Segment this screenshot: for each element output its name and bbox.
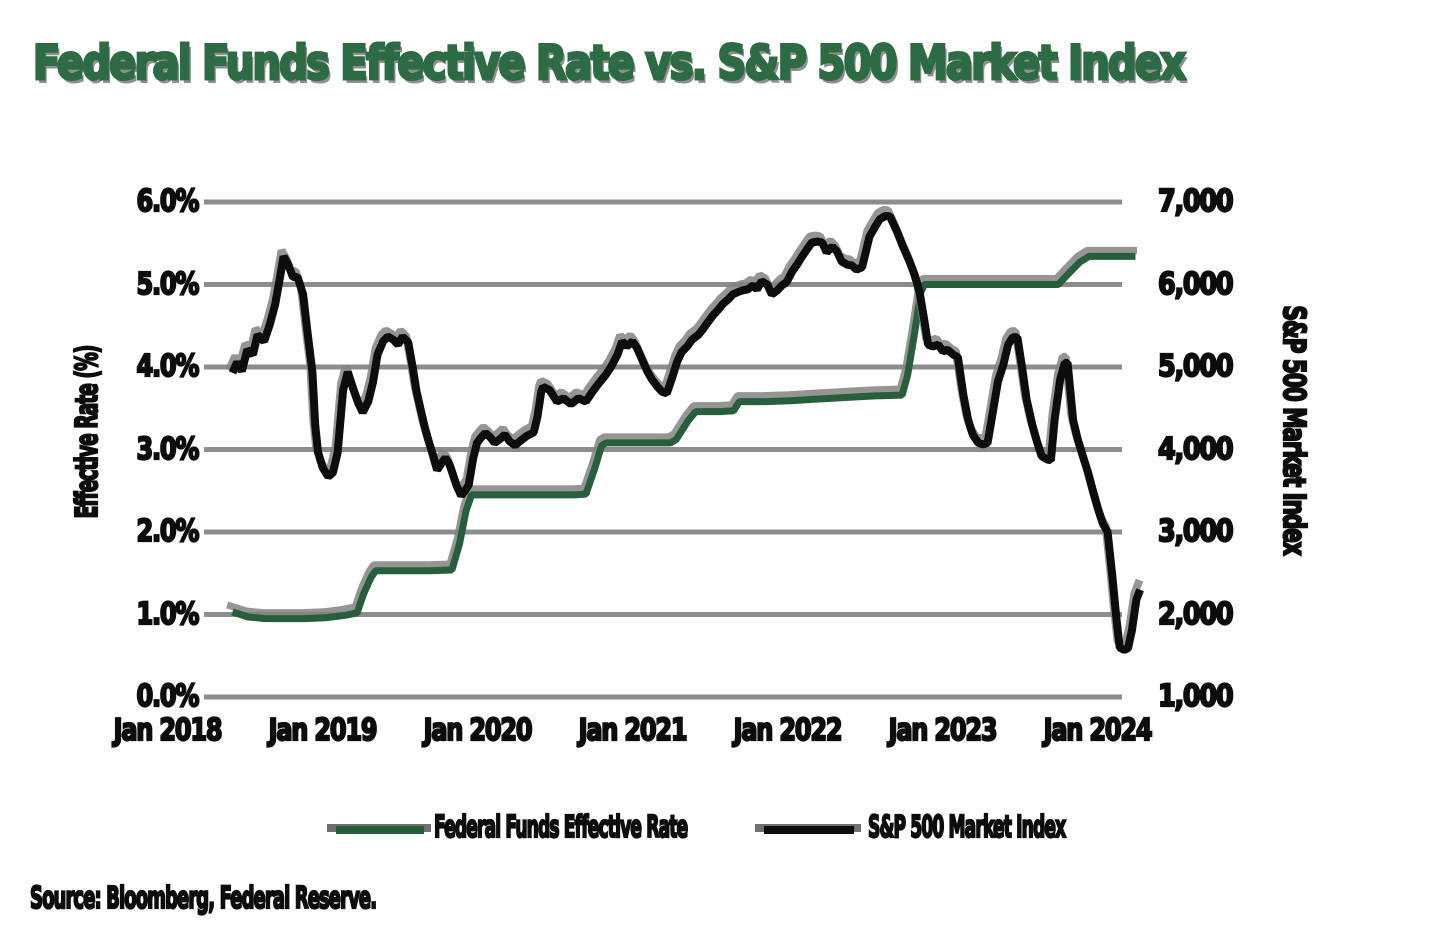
y-left-tick-label: 2.0%: [135, 514, 200, 549]
y-left-tick-label: 1.0%: [135, 596, 200, 632]
series-shadow-0: [226, 246, 1137, 617]
x-tick-label: Jan 2018: [113, 713, 224, 748]
legend-label-fed-funds: Federal Funds Effective Rate: [433, 810, 688, 845]
y-right-tick-label: 5,000: [1157, 349, 1234, 384]
left-axis-title: Effective Rate (%): [69, 345, 106, 519]
y-left-tick-label: 5.0%: [135, 266, 200, 302]
x-tick-label: Jan 2024: [1043, 713, 1154, 748]
x-tick-label: Jan 2022: [733, 713, 844, 748]
source-note: Source: Bloomberg, Federal Reserve.: [29, 881, 377, 916]
fed-funds-rate-line: [231, 252, 1136, 623]
y-left-tick-label: 6.0%: [135, 184, 200, 219]
legend-label-sp500: S&P 500 Market Index: [867, 810, 1066, 845]
y-right-tick-label: 2,000: [1157, 596, 1234, 632]
y-right-tick-label: 7,000: [1157, 184, 1234, 219]
y-right-tick-label: 4,000: [1157, 431, 1234, 467]
x-tick-label: Jan 2023: [888, 713, 999, 748]
x-tick-label: Jan 2021: [578, 713, 689, 748]
legend-swatch-sp500-line: [764, 826, 854, 834]
right-axis-title: S&P 500 Market Index: [1275, 304, 1312, 555]
sp500-index-line: [228, 212, 1144, 654]
chart-title: Federal Funds Effective Rate vs. S&P 500…: [32, 36, 1188, 91]
x-tick-label: Jan 2020: [423, 713, 534, 748]
y-left-tick-label: 3.0%: [135, 431, 200, 467]
y-left-tick-label: 0.0%: [135, 679, 200, 714]
y-right-tick-label: 6,000: [1157, 266, 1234, 302]
y-right-tick-label: 1,000: [1157, 679, 1234, 714]
x-tick-label: Jan 2019: [268, 713, 379, 748]
y-left-tick-label: 4.0%: [135, 349, 200, 384]
legend-swatch-fed-funds-line: [336, 826, 424, 834]
y-right-tick-label: 3,000: [1157, 514, 1234, 549]
